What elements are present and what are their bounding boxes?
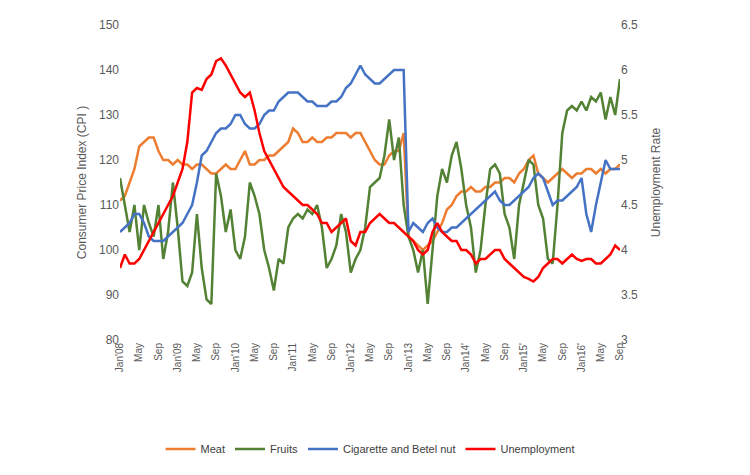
svg-text:Jan'10: Jan'10 <box>230 343 241 373</box>
svg-text:Sep: Sep <box>268 343 279 361</box>
svg-text:Jan'13: Jan'13 <box>403 343 414 373</box>
svg-text:May: May <box>364 343 375 362</box>
svg-text:Sep: Sep <box>499 343 510 361</box>
svg-text:May: May <box>249 343 260 362</box>
svg-text:May: May <box>191 343 202 362</box>
svg-text:Jan'11: Jan'11 <box>287 343 298 372</box>
svg-text:Jan'09: Jan'09 <box>172 343 183 373</box>
svg-text:Sep: Sep <box>441 343 452 361</box>
svg-text:May: May <box>480 343 491 362</box>
svg-text:5.5: 5.5 <box>621 108 638 122</box>
svg-text:Fruits: Fruits <box>270 443 298 455</box>
svg-text:May: May <box>595 343 606 362</box>
svg-text:Sep: Sep <box>210 343 221 361</box>
svg-text:5: 5 <box>621 153 628 167</box>
svg-text:Sep: Sep <box>153 343 164 361</box>
svg-text:Jan'12: Jan'12 <box>345 343 356 373</box>
svg-text:Meat: Meat <box>201 443 225 455</box>
svg-text:110: 110 <box>100 198 119 212</box>
svg-text:May: May <box>537 343 548 362</box>
svg-text:Unemployment Rate: Unemployment Rate <box>649 127 663 237</box>
svg-text:Jan16': Jan16' <box>576 343 587 372</box>
svg-text:150: 150 <box>99 18 119 32</box>
svg-text:140: 140 <box>99 63 119 77</box>
svg-text:Cigarette and Betel nut: Cigarette and Betel nut <box>343 443 456 455</box>
svg-text:Sep: Sep <box>383 343 394 361</box>
svg-text:Jan14': Jan14' <box>460 343 471 372</box>
svg-text:Sep: Sep <box>557 343 568 361</box>
svg-text:May: May <box>133 343 144 362</box>
svg-text:120: 120 <box>99 153 119 167</box>
svg-text:May: May <box>307 343 318 362</box>
svg-text:3.5: 3.5 <box>621 288 638 302</box>
svg-text:4: 4 <box>621 243 628 257</box>
svg-text:100: 100 <box>99 243 119 257</box>
svg-text:Jan'08: Jan'08 <box>114 343 125 373</box>
svg-text:80: 80 <box>106 333 120 347</box>
svg-text:Consumer Price Index (CPI ): Consumer Price Index (CPI ) <box>75 106 89 259</box>
svg-text:Unemployment: Unemployment <box>501 443 575 455</box>
svg-text:3: 3 <box>621 333 628 347</box>
svg-text:May: May <box>422 343 433 362</box>
svg-text:4.5: 4.5 <box>621 198 638 212</box>
svg-text:6.5: 6.5 <box>621 18 638 32</box>
svg-text:Jan15': Jan15' <box>518 343 529 372</box>
svg-text:Sep: Sep <box>614 343 625 361</box>
svg-text:6: 6 <box>621 63 628 77</box>
svg-text:130: 130 <box>99 108 119 122</box>
svg-text:Sep: Sep <box>326 343 337 361</box>
svg-text:90: 90 <box>106 288 120 302</box>
